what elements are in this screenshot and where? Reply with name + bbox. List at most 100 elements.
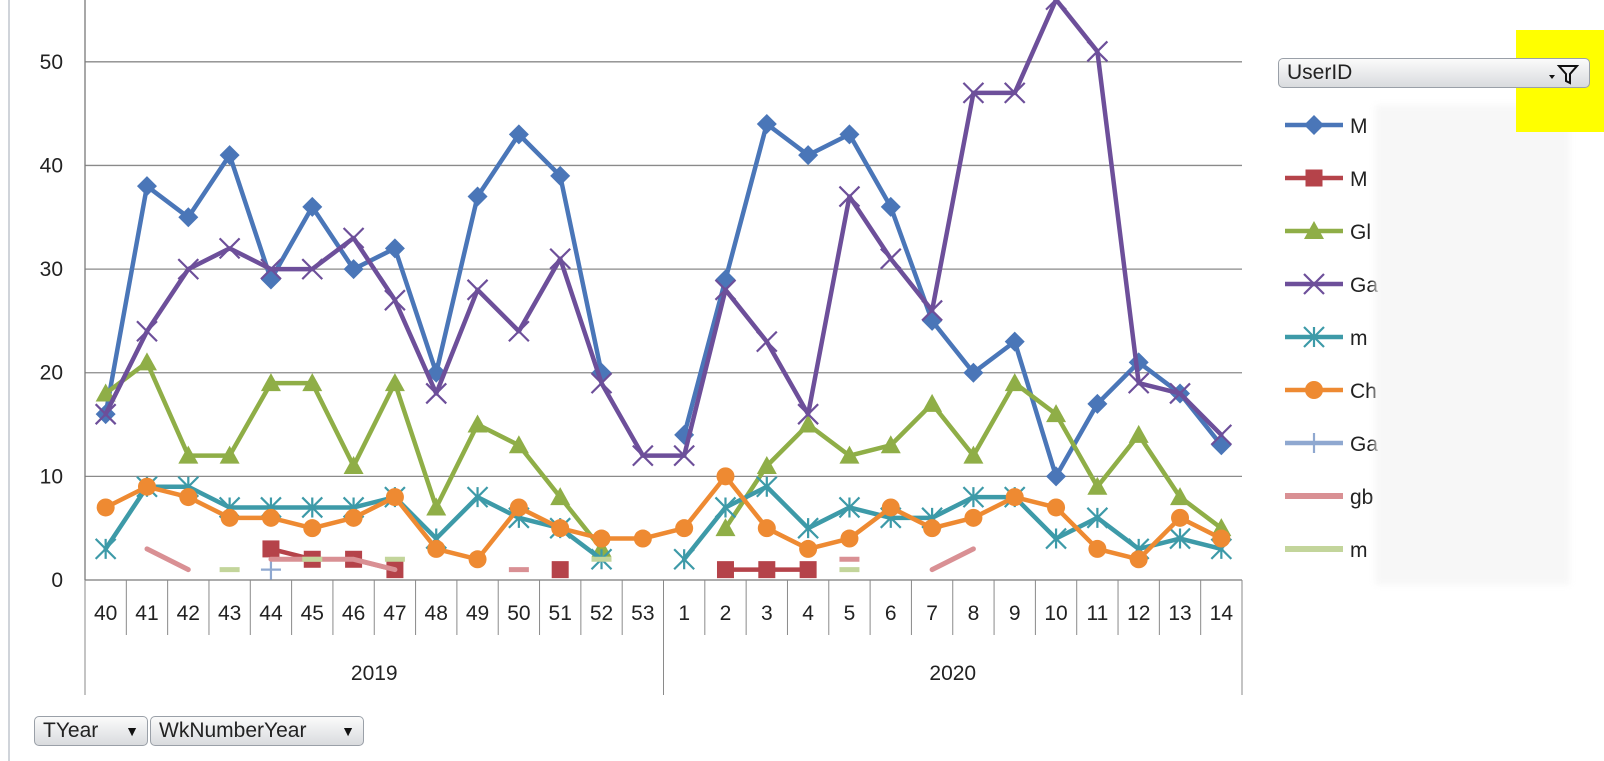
series-1-point (880, 196, 901, 217)
series-6-point (96, 498, 115, 517)
x-tick-label: 7 (926, 602, 938, 625)
series-6-point (261, 508, 280, 527)
series-6-point (179, 488, 198, 507)
series-5-point (1086, 507, 1109, 529)
series-1-point (302, 196, 323, 217)
series-4-point (260, 258, 282, 280)
series-6-point (137, 477, 156, 496)
x-tick-label: 2 (720, 602, 732, 625)
series-1-point (715, 269, 736, 290)
legend-marker (1303, 326, 1325, 348)
series-6-point (633, 529, 652, 548)
series-1-point (963, 362, 984, 383)
x-tick-label: 46 (342, 602, 365, 625)
series-3-point (1046, 404, 1067, 423)
legend-marker (1304, 115, 1324, 135)
series-8-line (268, 556, 398, 573)
group-label: 2019 (351, 662, 398, 685)
userid-field-button[interactable]: UserID (1278, 58, 1590, 88)
series-5-point (466, 486, 489, 508)
series-2-point (262, 540, 280, 558)
series-3-point (756, 456, 777, 474)
series-3-point (178, 445, 199, 464)
x-tick-label: 9 (1009, 602, 1021, 625)
series-1-point (178, 207, 199, 228)
series-1-line (681, 121, 1224, 479)
chevron-down-icon: ▼ (341, 723, 355, 739)
series-3-point (963, 445, 984, 464)
group-label: 2020 (929, 662, 976, 685)
series-4-point (549, 247, 571, 270)
series-4-point (425, 382, 448, 405)
series-4-point (1169, 382, 1191, 405)
legend-label: Ch (1350, 380, 1377, 403)
series-2-point (799, 561, 817, 579)
tyear-field-button[interactable]: TYear ▼ (34, 716, 148, 746)
series-4-point (218, 237, 241, 260)
x-tick-label: 4 (802, 602, 814, 625)
series-1-point (1046, 466, 1067, 487)
series-3-point (302, 373, 323, 392)
series-4-point (590, 372, 613, 394)
x-tick-label: 11 (1086, 602, 1108, 625)
x-tick-label: 53 (631, 602, 654, 625)
series-3-point (136, 352, 157, 371)
legend-label: M (1350, 115, 1368, 138)
legend-label: Gl (1350, 221, 1371, 244)
filter-dropdown-icon[interactable] (1547, 59, 1581, 87)
series-4-point (136, 320, 158, 343)
series-4-point (342, 227, 365, 249)
series-6-point (716, 467, 735, 486)
legend-label: Ga (1350, 433, 1378, 456)
series-1-point (508, 124, 529, 145)
series-1-point (1087, 393, 1108, 414)
y-tick-label: 40 (40, 154, 63, 177)
series-4-point (797, 403, 819, 425)
series-2-point (758, 561, 776, 579)
legend-label: m (1350, 539, 1368, 562)
x-tick-label: 42 (177, 602, 200, 625)
series-5-point (714, 496, 737, 519)
series-3-point (880, 435, 901, 454)
y-tick-label: 10 (40, 465, 63, 488)
series-4-point (94, 403, 117, 425)
series-4-point (466, 279, 489, 301)
x-tick-label: 52 (590, 602, 613, 625)
legend-label: M (1350, 168, 1368, 191)
series-5-point (838, 496, 861, 519)
series-6-point (509, 498, 528, 517)
series-3-point (1087, 476, 1108, 495)
series-4-point (673, 444, 695, 467)
series-3-point (550, 487, 571, 506)
series-5-point (962, 486, 985, 508)
wknumberyear-field-label: WkNumberYear (159, 719, 307, 742)
series-4-point (1127, 372, 1150, 394)
y-tick-label: 50 (40, 51, 63, 74)
series-6-point (840, 529, 859, 548)
series-1-point (1004, 331, 1025, 352)
legend-marker (1304, 221, 1324, 239)
series-6-point (1088, 539, 1107, 558)
series-6-point (303, 519, 322, 538)
y-tick-label: 20 (40, 362, 63, 385)
series-4-line (103, 0, 1224, 458)
series-6-line (103, 474, 1224, 562)
x-tick-label: 6 (885, 602, 897, 625)
series-6-point (757, 519, 776, 538)
series-3-point (839, 445, 860, 464)
series-4-point (301, 258, 324, 280)
series-3-point (1128, 424, 1149, 443)
x-tick-label: 43 (218, 602, 241, 625)
series-8-line (929, 546, 976, 573)
x-tick-label: 40 (94, 602, 117, 625)
wknumberyear-field-button[interactable]: WkNumberYear ▼ (150, 716, 364, 746)
series-3-point (715, 518, 736, 537)
x-tick-label: 8 (968, 602, 980, 625)
series-6-point (799, 539, 818, 558)
x-tick-label: 48 (425, 602, 448, 625)
series-3-point (508, 435, 529, 454)
series-4-point (921, 299, 943, 322)
series-5-point (797, 517, 819, 539)
series-6-point (468, 550, 487, 569)
series-6-point (427, 539, 446, 558)
